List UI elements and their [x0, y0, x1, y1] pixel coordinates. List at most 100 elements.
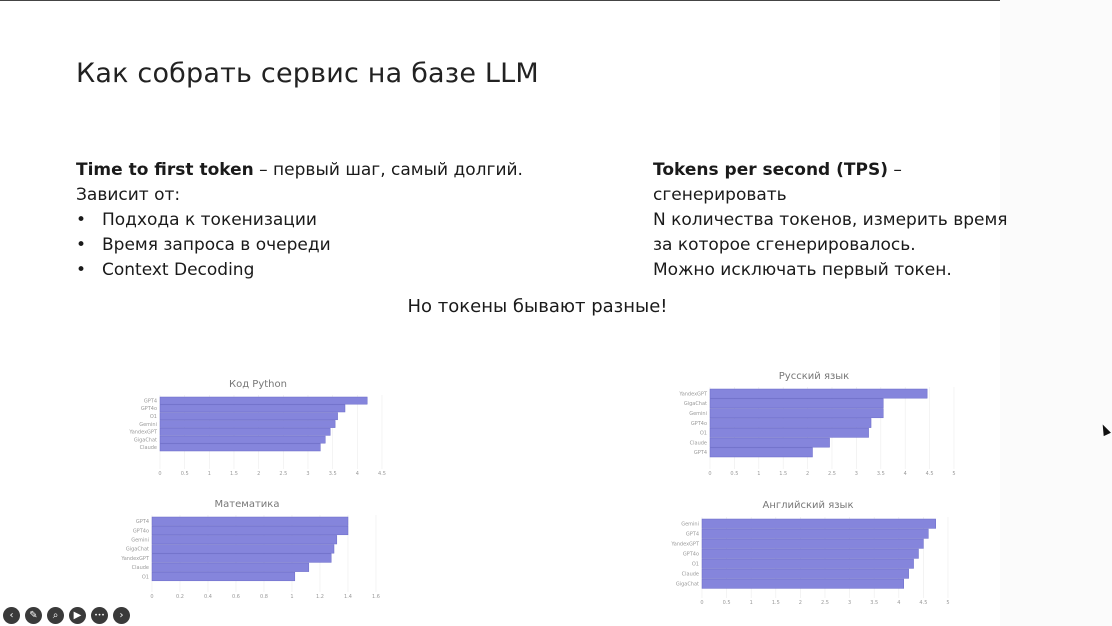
presentation-toolbar: ‹ ✎ ⌕ ▶ ••• ›	[3, 607, 130, 624]
category-label: GigaChat	[134, 437, 157, 443]
right-margin-panel	[1000, 0, 1112, 626]
category-label: GPT4	[686, 532, 699, 538]
bar	[151, 562, 310, 572]
zoom-icon[interactable]: ⌕	[47, 607, 64, 624]
bar	[159, 396, 368, 405]
category-label: Claude	[140, 445, 157, 451]
bullet-item: Подхода к токенизации	[76, 208, 523, 233]
bar	[709, 427, 869, 438]
x-tick-label: 0.6	[232, 594, 240, 600]
bar	[151, 571, 296, 582]
category-label: YandexGPT	[670, 542, 700, 548]
x-tick-label: 2.5	[279, 471, 287, 477]
category-label: GigaChat	[684, 401, 707, 407]
x-tick-label: 2.5	[828, 471, 836, 477]
category-label: O1	[700, 431, 707, 437]
x-tick-label: 0.2	[176, 594, 184, 600]
x-tick-label: 3	[848, 600, 851, 606]
category-label: Claude	[132, 565, 149, 571]
chart-svg: Математика 0 0.2 0.4 0.6 0.8 1 1.2 1.4 1.6 GPT4 GPT…	[120, 499, 380, 600]
tps-line: Tokens per second (TPS) – сгенерировать	[653, 158, 1033, 208]
ttft-desc: – первый шаг, самый долгий.	[253, 160, 523, 180]
bar	[701, 518, 936, 529]
depends-label: Зависит от:	[76, 185, 181, 205]
chart-python-code: Код Python 0 0.5 1 1.5 2 2.5 3 3.5 4 4.5 GPT4 GPT4o O…	[128, 374, 388, 482]
x-tick-label: 1.5	[772, 600, 780, 606]
x-tick-label: 0.5	[181, 471, 189, 477]
pen-icon[interactable]: ✎	[25, 607, 42, 624]
bar	[709, 388, 928, 399]
x-tick-label: 1.4	[344, 594, 352, 600]
arrow-right-icon[interactable]: ›	[113, 607, 130, 624]
tps-block: Tokens per second (TPS) – сгенерировать …	[653, 158, 1033, 283]
video-icon[interactable]: ▶	[69, 607, 86, 624]
bar	[709, 418, 872, 428]
category-label: YandexGPT	[120, 556, 150, 562]
x-tick-label: 0.5	[723, 600, 731, 606]
top-border-line	[0, 0, 1000, 1]
bar	[709, 408, 884, 419]
x-tick-label: 3.5	[329, 471, 337, 477]
chart-russian-language: Русский язык 0 0.5 1 1.5 2 2.5 3 3.5 4 4.5 5 YandexG…	[668, 366, 960, 482]
tps-desc: – сгенерировать	[653, 160, 902, 205]
category-label: Claude	[690, 440, 707, 446]
tps-line-3: за которое сгенерировалось.	[653, 235, 916, 255]
x-tick-label: 4.5	[919, 600, 927, 606]
x-tick-label: 1.5	[779, 471, 787, 477]
x-tick-label: 2.5	[821, 600, 829, 606]
x-tick-label: 5	[946, 600, 949, 606]
x-tick-label: 1	[290, 594, 293, 600]
category-label: GPT4	[144, 398, 157, 404]
x-tick-label: 2	[806, 471, 809, 477]
category-label: Gemini	[689, 411, 707, 417]
category-label: GPT4o	[133, 528, 149, 534]
chart-title: Код Python	[229, 379, 287, 390]
x-tick-label: 3.5	[877, 471, 885, 477]
chart-title: Русский язык	[779, 371, 849, 382]
arrow-left-icon[interactable]: ‹	[3, 607, 20, 624]
x-tick-label: 0.4	[204, 594, 212, 600]
x-tick-label: 2	[799, 600, 802, 606]
x-tick-label: 4.5	[926, 471, 934, 477]
bar	[159, 404, 346, 413]
category-label: GigaChat	[676, 582, 699, 588]
category-label: Claude	[682, 572, 699, 578]
bar	[159, 435, 326, 444]
bar	[701, 548, 919, 559]
x-tick-label: 0.5	[730, 471, 738, 477]
bar	[701, 538, 924, 549]
chart-english-language: Английский язык 0 0.5 1 1.5 2 2.5 3 3.5 4 4.5 5 Gemi…	[662, 495, 954, 610]
bar	[709, 437, 830, 448]
ttft-term: Time to first token	[76, 160, 254, 180]
chart-svg: Английский язык 0 0.5 1 1.5 2 2.5 3 3.5 4 4.5 5 Gemi…	[670, 500, 949, 606]
x-tick-label: 1.6	[372, 594, 380, 600]
bar	[151, 544, 335, 554]
slide-title: Как собрать сервис на базе LLM	[76, 58, 539, 89]
x-tick-label: 3	[855, 471, 858, 477]
ttft-line: Time to first token – первый шаг, самый …	[76, 158, 523, 183]
category-label: O1	[692, 562, 699, 568]
x-tick-label: 0	[700, 600, 703, 606]
bullet-item: Context Decoding	[76, 258, 523, 283]
x-tick-label: 1.2	[316, 594, 324, 600]
x-tick-label: 1.5	[230, 471, 238, 477]
category-label: GPT4o	[683, 552, 699, 558]
chart-svg: Русский язык 0 0.5 1 1.5 2 2.5 3 3.5 4 4.5 5 YandexG…	[678, 371, 955, 477]
bar	[159, 412, 338, 421]
more-icon[interactable]: •••	[91, 607, 108, 624]
depends-list: Подхода к токенизации Время запроса в оч…	[76, 208, 523, 283]
bar	[709, 398, 884, 409]
category-label: YandexGPT	[678, 391, 708, 397]
bar	[701, 558, 914, 569]
bullet-item: Время запроса в очереди	[76, 233, 523, 258]
tps-term: Tokens per second (TPS)	[653, 160, 888, 180]
bar	[159, 427, 331, 436]
x-tick-label: 2	[257, 471, 260, 477]
bar	[701, 578, 904, 589]
tps-line-4: Можно исключать первый токен.	[653, 260, 952, 280]
x-tick-label: 4.5	[378, 471, 386, 477]
x-tick-label: 5	[952, 471, 955, 477]
x-tick-label: 0.8	[260, 594, 268, 600]
ttft-block: Time to first token – первый шаг, самый …	[76, 158, 523, 283]
x-tick-label: 0	[150, 594, 153, 600]
